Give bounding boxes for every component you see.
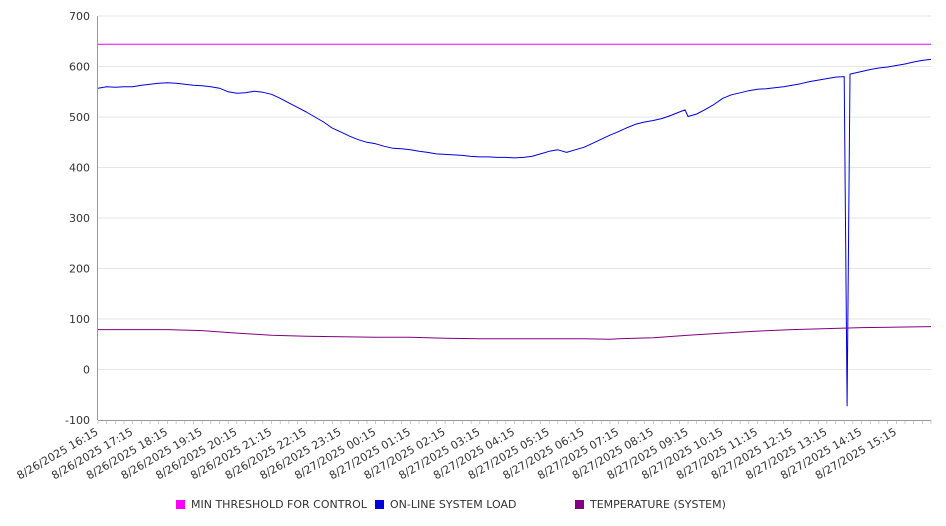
chart-legend: MIN THRESHOLD FOR CONTROL ON-LINE SYSTEM… [176,498,876,512]
legend-label-system-load: ON-LINE SYSTEM LOAD [390,498,517,511]
y-tick-label: 300 [69,212,90,225]
legend-swatch-system-load [375,500,384,509]
legend-label-min-threshold: MIN THRESHOLD FOR CONTROL [191,498,367,511]
axes [97,16,932,424]
y-tick-label: 200 [69,263,90,276]
legend-item-system-load: ON-LINE SYSTEM LOAD [375,498,516,511]
y-tick-label: 400 [69,162,90,175]
legend-label-temperature: TEMPERATURE (SYSTEM) [590,498,726,511]
legend-item-min-threshold: MIN THRESHOLD FOR CONTROL [176,498,367,511]
y-tick-label: 700 [69,10,90,23]
y-tick-label: -100 [65,414,90,427]
legend-swatch-min-threshold [176,500,185,509]
y-tick-labels: -100 0 100 200 300 400 500 600 700 [65,10,90,427]
legend-swatch-temperature [575,500,584,509]
series-line-temperature [98,326,932,340]
gridlines [98,15,931,370]
series-line-system-load [97,58,932,407]
x-tick-labels: 8/26/2025 16:158/26/2025 17:158/26/2025 … [15,425,899,482]
y-tick-label: 500 [69,111,90,124]
series-lines [97,43,932,407]
legend-item-temperature: TEMPERATURE (SYSTEM) [575,498,726,511]
y-tick-label: 600 [69,61,90,74]
y-tick-label: 0 [83,364,90,377]
y-tick-label: 100 [69,313,90,326]
